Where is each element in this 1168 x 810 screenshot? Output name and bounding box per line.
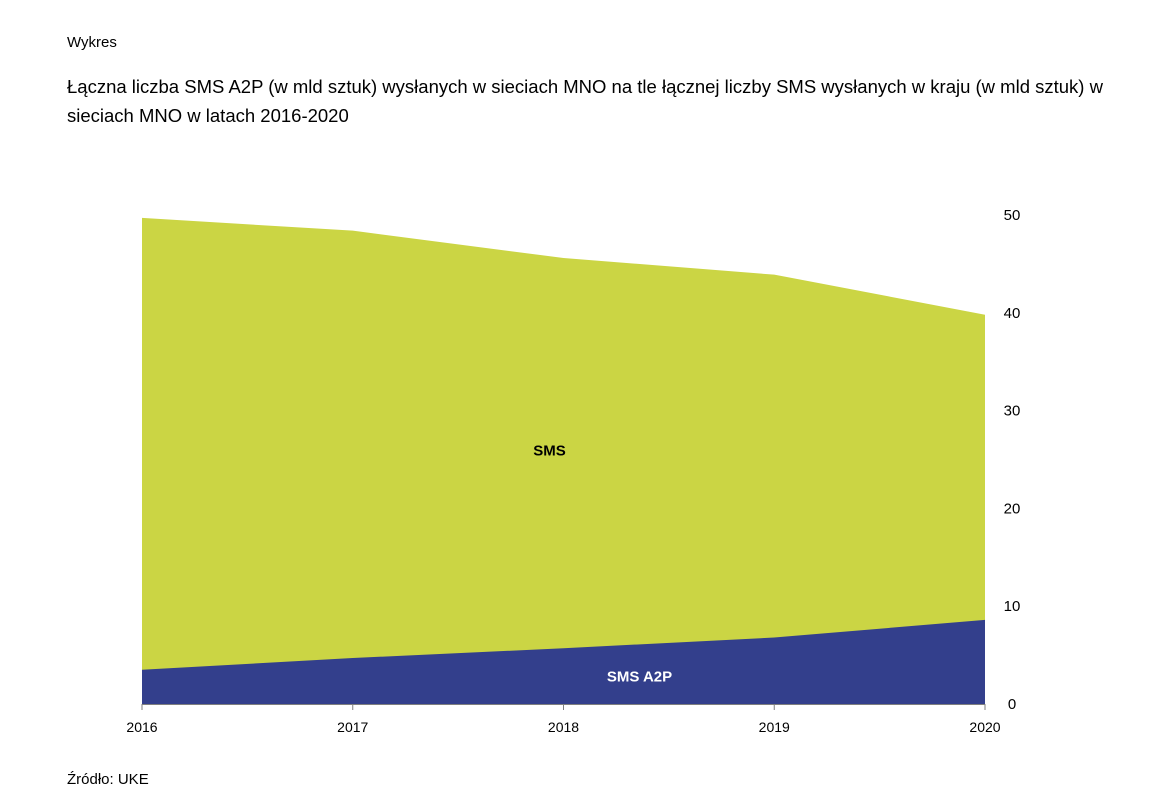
area-sms-a2p xyxy=(142,619,985,704)
chart-kicker: Wykres xyxy=(67,34,117,51)
x-tick-label: 2019 xyxy=(759,719,790,735)
chart-title: Łączna liczba SMS A2P (w mld sztuk) wysł… xyxy=(67,76,1103,126)
series-label-sms-a2p: SMS A2P xyxy=(607,669,672,686)
area-sms xyxy=(142,217,985,704)
x-axis-ticks: 2016 2017 2018 2019 2020 xyxy=(126,704,1001,735)
y-tick-label: 30 xyxy=(1004,403,1021,420)
y-tick-label: 50 xyxy=(1004,207,1021,224)
x-tick-label: 2016 xyxy=(126,719,157,735)
y-tick-label: 40 xyxy=(1004,305,1021,322)
y-tick-label: 20 xyxy=(1004,500,1021,517)
x-tick-label: 2017 xyxy=(337,719,368,735)
x-tick-label: 2018 xyxy=(548,719,579,735)
series-labels: SMS SMS A2P xyxy=(533,443,672,686)
area-series-group xyxy=(142,217,985,704)
source-note: Źródło: UKE xyxy=(67,771,149,788)
series-label-sms: SMS xyxy=(533,443,566,460)
x-tick-label: 2020 xyxy=(969,719,1000,735)
y-tick-label: 0 xyxy=(1008,696,1016,713)
y-tick-label: 10 xyxy=(1004,598,1021,615)
y-axis-ticks: 0 10 20 30 40 50 xyxy=(1004,207,1021,713)
